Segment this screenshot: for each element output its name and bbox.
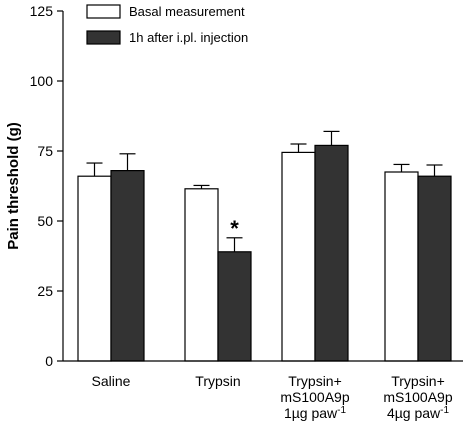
x-category-label-line: Trypsin+ [288,373,342,389]
y-tick-label: 0 [45,353,53,369]
bar-after-injection [417,175,452,362]
legend-label: Basal measurement [129,4,245,19]
bars: * [77,130,452,362]
x-category-label: Trypsin [195,373,240,389]
x-category-label-line: 4µg paw-1 [387,405,450,422]
x-category-label-line: Trypsin+ [391,373,445,389]
legend-swatch [86,4,121,19]
y-tick-label: 50 [37,213,53,229]
x-category-label: Saline [92,373,131,389]
legend-swatch [86,30,121,45]
x-category-label-line: mS100A9p [280,389,349,405]
x-category-label-line: Trypsin [195,373,240,389]
bar-after-injection [314,144,349,362]
significance-marker: * [230,216,239,241]
x-category-label-line: 1µg paw-1 [284,405,347,422]
y-tick-label: 25 [37,283,53,299]
bar-after-injection [110,170,145,362]
bar-after-injection [217,251,252,362]
x-category-label-line: Saline [92,373,131,389]
y-tick-label: 75 [37,143,53,159]
y-tick-label: 100 [30,73,54,89]
bar-basal [77,175,112,362]
y-tick-label: 125 [30,3,54,19]
legend-label: 1h after i.pl. injection [129,30,248,45]
bar-basal [281,151,316,362]
bar-basal [184,188,219,362]
x-category-label-line: mS100A9p [383,389,452,405]
y-axis-title: Pain threshold (g) [5,122,22,250]
legend: Basal measurement 1h after i.pl. injectio… [86,4,248,45]
bar-basal [384,171,419,362]
